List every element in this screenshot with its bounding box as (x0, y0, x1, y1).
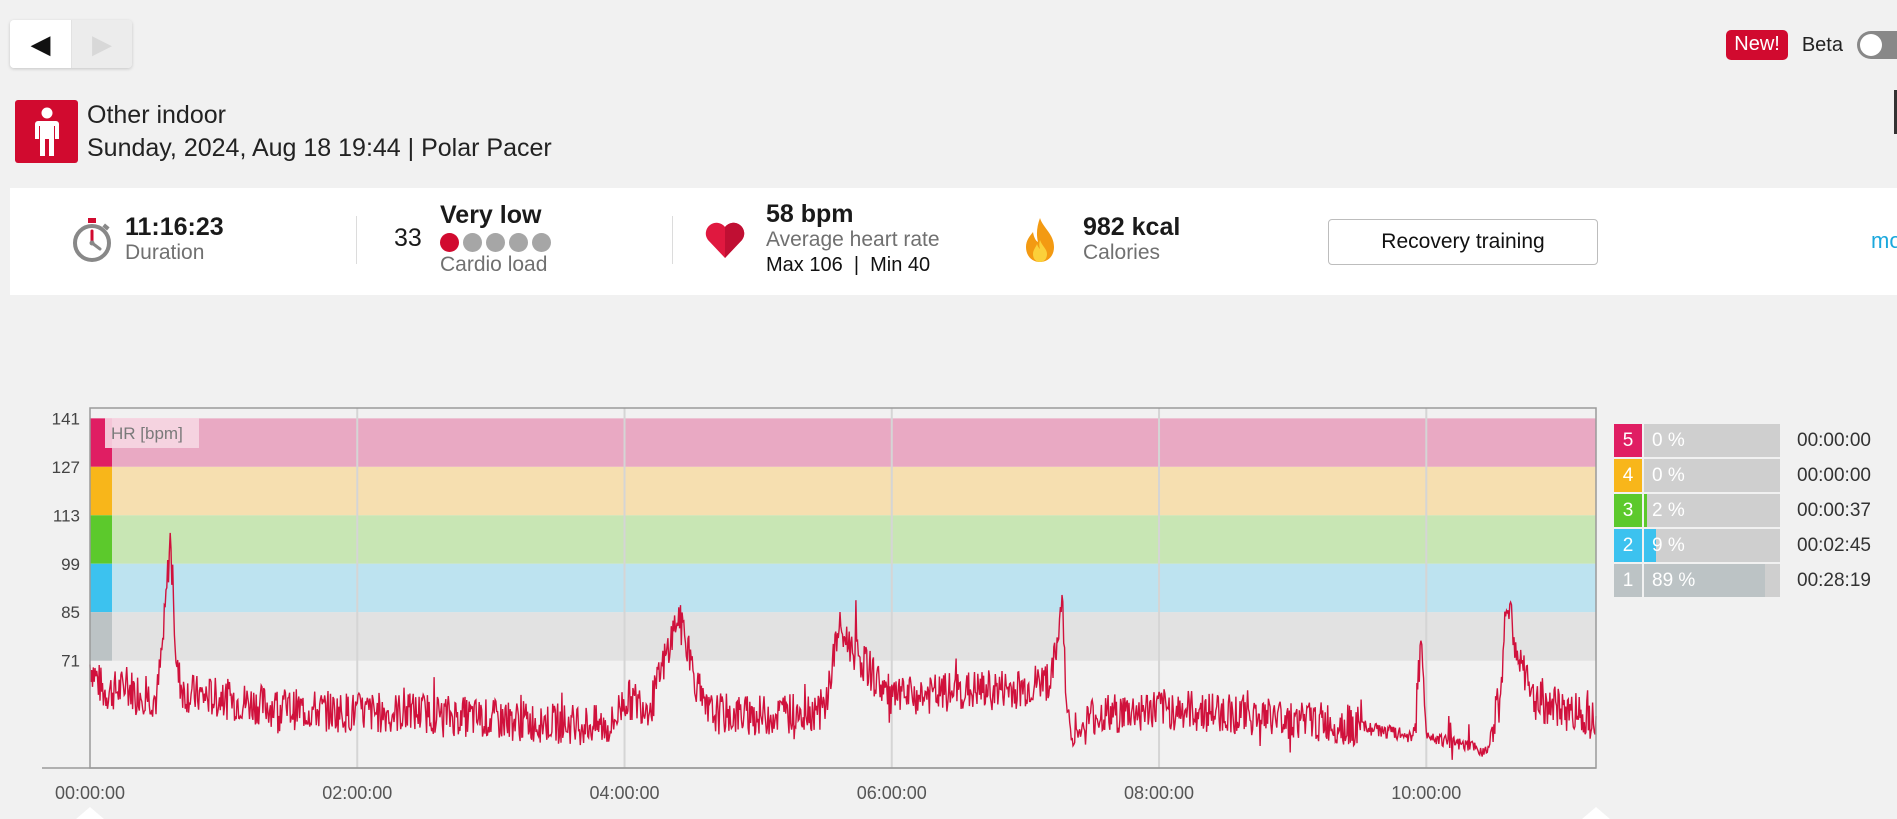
training-benefit-button[interactable]: Recovery training (1328, 219, 1598, 265)
stopwatch-icon (73, 218, 111, 262)
y-tick-label: 71 (61, 652, 80, 671)
zone-percentage: 9 % (1652, 535, 1685, 556)
zone-fill (1644, 494, 1647, 527)
cardio-load-value: 33 (394, 224, 422, 252)
avg-hr-label: Average heart rate (766, 228, 940, 251)
zone-percentage: 89 % (1652, 570, 1696, 591)
beta-label: Beta (1801, 33, 1843, 56)
load-dot (486, 233, 505, 252)
zone-time: 00:00:00 (1797, 465, 1871, 486)
zone-number: 5 (1614, 424, 1642, 457)
previous-button[interactable]: ◀ (10, 20, 71, 68)
zone-number: 1 (1614, 564, 1642, 597)
x-tick-label: 08:00:00 (1124, 783, 1194, 803)
zone-time: 00:00:00 (1797, 430, 1871, 451)
zone-bar: 89 % (1644, 564, 1780, 597)
y-tick-label: 99 (61, 555, 80, 574)
x-tick-label: 10:00:00 (1391, 783, 1461, 803)
beta-toggle-group: New! Beta (1726, 30, 1897, 60)
y-tick-label: 141 (52, 409, 80, 428)
load-dot (463, 233, 482, 252)
zone-strip-2 (90, 563, 112, 613)
arrow-left-icon: ◀ (30, 28, 51, 59)
x-tick-label: 00:00:00 (55, 783, 125, 803)
hr-series-line (89, 532, 1597, 760)
heart-icon (705, 222, 745, 258)
load-dot (509, 233, 528, 252)
x-tick-label: 04:00:00 (589, 783, 659, 803)
hr-axis-label: HR [bpm] (111, 424, 183, 443)
zone-percentage: 2 % (1652, 500, 1685, 521)
range-handle-right (1582, 807, 1610, 819)
sport-title: Other indoor (87, 101, 226, 129)
duration-value: 11:16:23 (125, 213, 224, 241)
x-tick-label: 06:00:00 (857, 783, 927, 803)
summary-bar: 11:16:23 Duration 33 Very low Cardio loa… (10, 188, 1897, 295)
zone-percentage: 0 % (1652, 465, 1685, 486)
zone-row-2: 2 9 % (1614, 529, 1780, 562)
load-dot (532, 233, 551, 252)
beta-toggle[interactable] (1857, 31, 1897, 59)
zone-strip-4 (90, 466, 112, 516)
zone-band-3 (90, 515, 1596, 564)
side-panel-edge (1894, 90, 1897, 134)
cardio-load-detail: Very low Cardio load (440, 201, 551, 277)
zone-band-4 (90, 466, 1596, 516)
zone-row-1: 1 89 % (1614, 564, 1780, 597)
calories-label: Calories (1083, 241, 1161, 264)
y-tick-label: 85 (61, 603, 80, 622)
y-tick-label: 113 (53, 506, 80, 525)
cardio-load-label: Cardio load (440, 253, 548, 276)
person-icon (15, 100, 78, 163)
zone-number: 2 (1614, 529, 1642, 562)
flame-icon (1026, 218, 1054, 262)
avg-hr-value: 58 bpm (766, 200, 854, 228)
more-link[interactable]: mo (1871, 228, 1897, 253)
arrow-right-icon: ▶ (92, 28, 112, 59)
zone-percentage: 0 % (1652, 430, 1685, 451)
duration-label: Duration (125, 241, 205, 264)
zone-bar: 9 % (1644, 529, 1780, 562)
heart-rate-chart: HR [bpm] 141 127 113 99 85 71 00:00:00 02:00:00 0… (42, 407, 1610, 819)
zone-bar: 0 % (1644, 424, 1780, 457)
cardio-load-dots (440, 233, 551, 252)
y-tick-label: 127 (52, 458, 80, 477)
zone-time: 00:02:45 (1797, 535, 1871, 556)
zone-fill (1644, 529, 1657, 562)
divider (356, 216, 357, 264)
zone-row-4: 4 0 % (1614, 459, 1780, 492)
hr-min-max: Max 106 | Min 40 (766, 254, 931, 276)
activity-navigation: ◀ ▶ (10, 20, 132, 68)
zone-time: 00:00:37 (1797, 500, 1871, 521)
divider (672, 216, 673, 264)
zone-strip-1 (90, 612, 112, 661)
zone-bar: 0 % (1644, 459, 1780, 492)
zone-number: 3 (1614, 494, 1642, 527)
zone-bar: 2 % (1644, 494, 1780, 527)
calories-value: 982 kcal (1083, 213, 1181, 241)
zone-number: 4 (1614, 459, 1642, 492)
zone-band-2 (90, 563, 1596, 613)
toggle-knob (1860, 34, 1882, 56)
zone-band-5 (90, 418, 1596, 467)
zone-fill (1644, 564, 1766, 597)
x-tick-label: 02:00:00 (322, 783, 392, 803)
load-dot (440, 233, 459, 252)
new-badge: New! (1726, 30, 1788, 60)
cardio-load-level: Very low (440, 201, 542, 229)
zone-row-3: 3 2 % (1614, 494, 1780, 527)
hr-label-box (105, 418, 199, 448)
next-button[interactable]: ▶ (71, 20, 132, 68)
zone-strip-3 (90, 515, 112, 564)
session-details: Sunday, 2024, Aug 18 19:44 | Polar Pacer (87, 134, 552, 162)
zone-row-5: 5 0 % (1614, 424, 1780, 457)
zone-time: 00:28:19 (1797, 570, 1871, 591)
range-handle-left (76, 807, 104, 819)
